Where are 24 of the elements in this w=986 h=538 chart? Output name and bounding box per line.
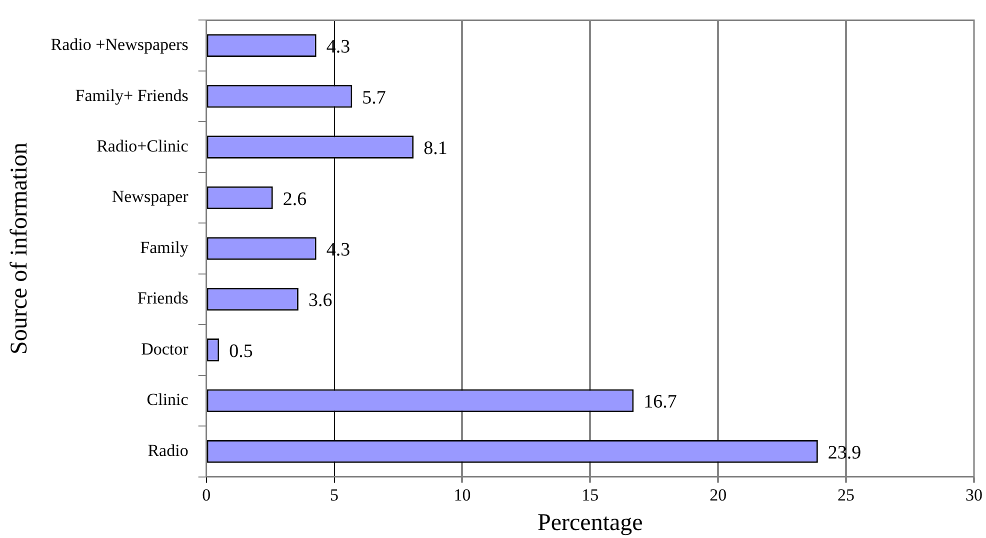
x-tick-label: 0: [202, 485, 211, 504]
data-label: 0.5: [229, 340, 253, 362]
x-tick-label: 5: [330, 485, 339, 504]
y-axis-title: Source of information: [6, 142, 33, 354]
y-tick-label: Friends: [137, 288, 188, 308]
x-tick-label: 20: [710, 485, 727, 504]
y-tick-label: Newspaper: [112, 187, 189, 206]
y-tick-label: Doctor: [141, 339, 189, 358]
y-tick-label: Family: [140, 238, 189, 257]
y-tick-label: Radio: [148, 440, 188, 460]
data-label: 3.6: [308, 290, 332, 312]
data-label: 5.7: [362, 87, 386, 108]
data-label: 8.1: [424, 138, 448, 160]
x-axis-title: Percentage: [538, 510, 643, 536]
x-tick-label: 15: [582, 485, 599, 504]
y-tick-label: Radio+Clinic: [96, 136, 189, 156]
x-tick-label: 30: [966, 485, 982, 504]
y-tick-label: Family+ Friends: [75, 86, 188, 105]
data-label: 16.7: [644, 392, 677, 413]
x-tick-label: 25: [838, 485, 855, 504]
y-tick-label: Radio +Newspapers: [50, 35, 188, 54]
y-tick-label: Clinic: [146, 390, 189, 410]
x-tick-label: 10: [454, 485, 471, 504]
data-label: 2.6: [282, 188, 307, 210]
